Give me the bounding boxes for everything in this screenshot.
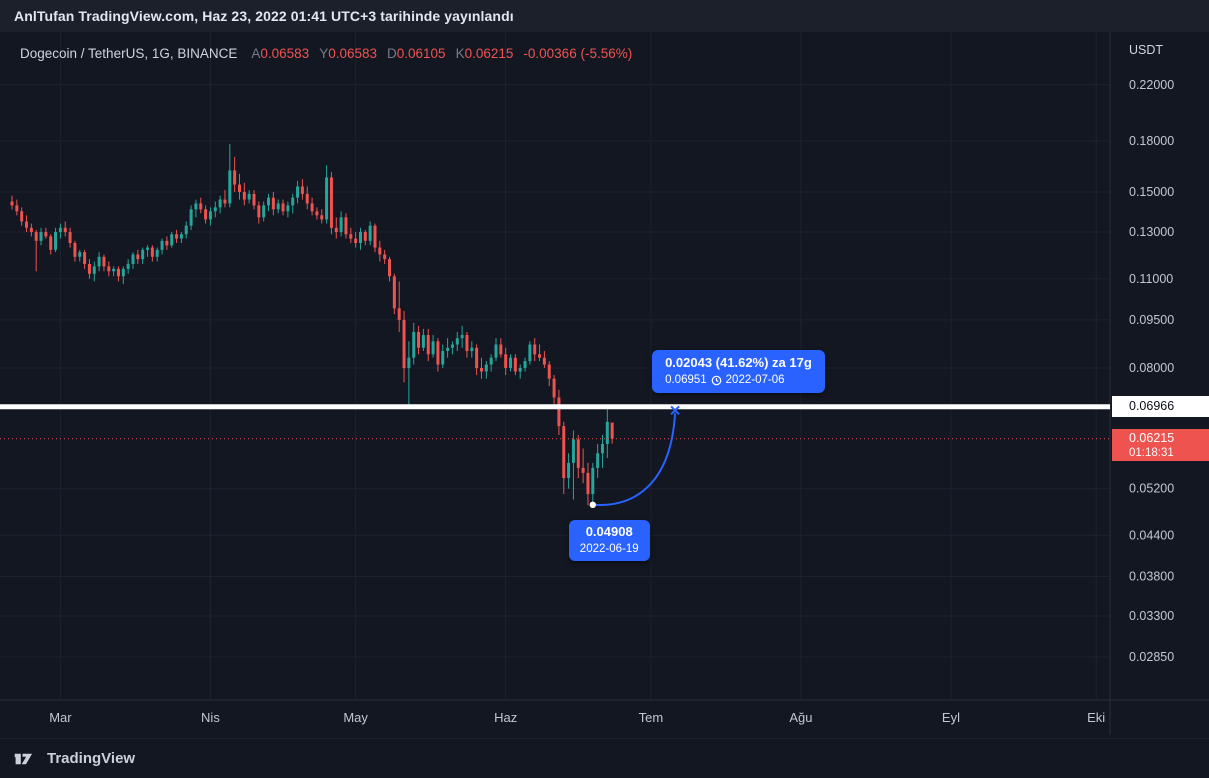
forecast-target-row: 0.06951 2022-07-06 — [665, 373, 812, 387]
forecast-tooltip[interactable]: 0.02043 (41.62%) za 17g 0.06951 2022-07-… — [652, 350, 825, 394]
svg-text:0.11000: 0.11000 — [1129, 272, 1173, 286]
svg-text:0.09500: 0.09500 — [1129, 313, 1174, 327]
hline-price-tag[interactable]: 0.06966 — [1112, 396, 1209, 418]
high-value: Y 0.06583 — [319, 46, 378, 61]
svg-text:0.15000: 0.15000 — [1129, 185, 1174, 199]
low-date-text: 2022-06-19 — [579, 542, 639, 555]
forecast-target-date: 2022-07-06 — [725, 374, 785, 387]
open-value: A 0.06583 — [251, 46, 310, 61]
tradingview-link[interactable]: TradingView — [13, 750, 135, 768]
publish-bar: AnlTufan TradingView.com, Haz 23, 2022 0… — [0, 0, 1209, 32]
svg-text:0.18000: 0.18000 — [1129, 134, 1174, 148]
svg-text:0.03300: 0.03300 — [1129, 609, 1174, 623]
svg-text:0.13000: 0.13000 — [1129, 225, 1174, 239]
low-point-tooltip[interactable]: 0.04908 2022-06-19 — [568, 519, 650, 561]
tradingview-logo-icon — [14, 753, 33, 764]
clock-icon — [711, 375, 721, 386]
low-value: D 0.06105 — [387, 46, 446, 61]
bar-countdown: 01:18:31 — [1129, 446, 1174, 459]
currency-label[interactable]: USDT — [1129, 43, 1164, 57]
symbol-legend: Dogecoin / TetherUS, 1G, BINANCE A 0.0658… — [20, 46, 632, 61]
svg-text:0.04400: 0.04400 — [1129, 528, 1174, 542]
svg-text:0.22000: 0.22000 — [1129, 78, 1174, 92]
hline-price-text: 0.06966 — [1129, 399, 1175, 414]
forecast-target-price: 0.06951 — [665, 374, 707, 387]
svg-text:Haz: Haz — [494, 710, 517, 725]
svg-text:May: May — [343, 710, 368, 725]
svg-text:0.05200: 0.05200 — [1129, 482, 1174, 496]
symbol-title[interactable]: Dogecoin / TetherUS, 1G, BINANCE — [20, 46, 238, 61]
last-price-tag[interactable]: 0.06215 01:18:31 — [1112, 428, 1209, 461]
footer-bar: TradingView — [0, 738, 1209, 778]
svg-text:0.02850: 0.02850 — [1129, 650, 1174, 664]
svg-text:Tem: Tem — [639, 710, 664, 725]
last-price-text: 0.06215 — [1129, 430, 1175, 445]
svg-text:0.08000: 0.08000 — [1129, 361, 1174, 375]
svg-text:Eyl: Eyl — [942, 710, 960, 725]
svg-text:Eki: Eki — [1087, 710, 1105, 725]
low-date-row: 2022-06-19 — [580, 542, 639, 556]
forecast-change-text: 0.02043 (41.62%) za 17g — [665, 355, 812, 371]
tradingview-brand-text: TradingView — [47, 750, 136, 767]
svg-text:Mar: Mar — [49, 710, 72, 725]
svg-text:Nis: Nis — [201, 710, 220, 725]
ohlc-values: A 0.06583 Y 0.06583 D 0.06105 K 0.06215 -0.0… — [251, 46, 632, 61]
change-value: -0.00366 (-5.56%) — [523, 46, 633, 61]
publish-text: AnlTufan TradingView.com, Haz 23, 2022 0… — [14, 8, 514, 24]
low-price-text: 0.04908 — [585, 523, 633, 539]
svg-text:0.03800: 0.03800 — [1129, 569, 1174, 583]
svg-text:Ağu: Ağu — [789, 710, 812, 725]
close-value: K 0.06215 — [455, 46, 514, 61]
